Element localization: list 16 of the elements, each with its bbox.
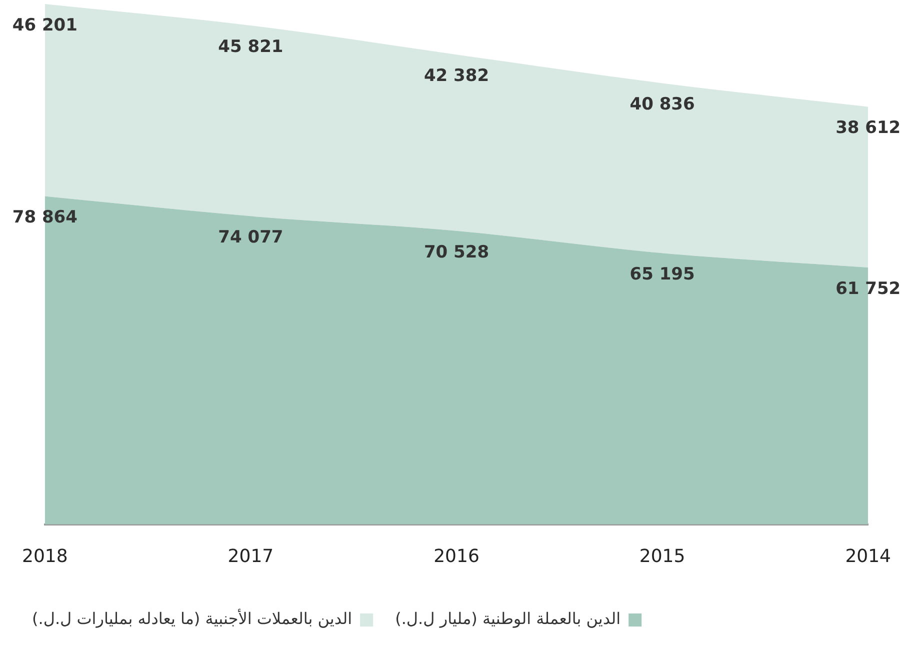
x-tick-label: 2015 [639,546,686,567]
data-label: 61 752 [836,278,901,299]
x-tick-label: 2017 [228,546,274,567]
data-label: 45 821 [218,36,284,57]
data-label: 38 612 [836,118,901,138]
legend-label: الدين بالعملات الأجنبية (ما يعادله بمليارات ل.ل.) [32,608,352,628]
data-label: 46 201 [12,15,78,36]
data-label: 42 382 [424,66,490,86]
data-label: 70 528 [424,242,490,262]
x-tick-label: 2018 [22,546,68,567]
data-label: 74 077 [218,228,284,248]
legend-label: الدين بالعملة الوطنية (مليار ل.ل.) [395,609,621,628]
data-label: 65 195 [630,264,695,285]
x-tick-label: 2016 [434,546,480,567]
x-tick-label: 2014 [845,546,891,567]
data-label: 40 836 [630,94,695,115]
